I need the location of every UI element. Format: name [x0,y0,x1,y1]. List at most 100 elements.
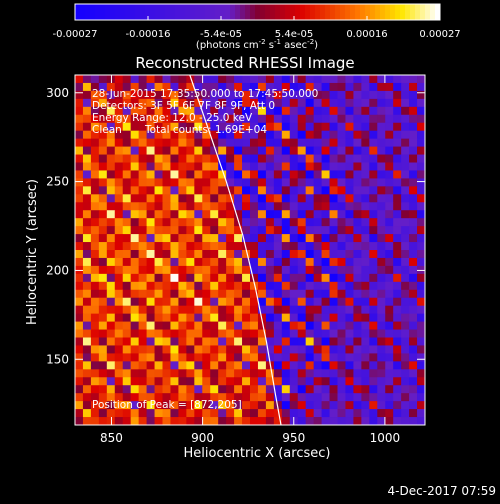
heatmap-cell [417,90,426,100]
heatmap-cell [210,313,219,322]
colorbar-cell [330,4,336,20]
heatmap-cell [75,75,84,84]
heatmap-cell [250,170,259,179]
heatmap-cell [202,242,211,251]
heatmap-cell [409,162,418,171]
heatmap-cell [409,90,418,100]
heatmap-cell [369,186,378,195]
heatmap-cell [218,345,227,354]
heatmap-cell [257,106,267,116]
heatmap-cell [146,417,155,426]
heatmap-cell [321,98,330,108]
heatmap-cell [369,297,378,307]
heatmap-cell [401,98,410,108]
heatmap-cell [210,138,219,147]
heatmap-cell [305,226,315,235]
heatmap-cell [178,98,187,108]
heatmap-cell [385,226,394,235]
heatmap-cell [297,353,307,362]
heatmap-cell [345,257,354,267]
heatmap-cell [361,106,370,116]
heatmap-cell [305,106,315,116]
heatmap-cell [194,265,203,275]
heatmap-cell [114,82,124,92]
heatmap-cell [361,218,370,227]
heatmap-cell [210,265,219,275]
heatmap-cell [106,297,116,307]
heatmap-cell [377,106,386,116]
heatmap-cell [226,257,235,267]
heatmap-cell [194,106,203,116]
heatmap-cell [281,297,291,307]
heatmap-cell [393,82,402,92]
heatmap-cell [106,146,116,155]
heatmap-cell [329,154,338,163]
heatmap-cell [337,170,346,179]
heatmap-cell [377,138,386,147]
heatmap-cell [250,146,259,155]
heatmap-cell [265,170,275,179]
heatmap-cell [122,337,132,346]
heatmap-cell [170,202,179,211]
heatmap-cell [154,369,163,378]
colorbar-cell [425,4,431,20]
heatmap-cell [154,226,163,235]
heatmap-cell [242,321,251,330]
heatmap-cell [385,353,394,362]
heatmap-cell [242,313,251,322]
heatmap-cell [321,369,330,378]
heatmap-cell [122,90,132,100]
heatmap-cell [210,409,219,418]
heatmap-cell [154,186,163,195]
heatmap-cell [297,226,307,235]
heatmap-cell [250,353,259,362]
heatmap-cell [234,170,243,179]
heatmap-cell [194,170,203,179]
heatmap-cell [409,234,418,243]
heatmap-cell [186,409,195,418]
heatmap-cell [377,162,386,171]
heatmap-cell [186,138,195,147]
heatmap-cell [257,401,267,410]
heatmap-cell [393,353,402,362]
heatmap-cell [297,82,307,92]
heatmap-cell [369,90,378,100]
heatmap-cell [369,98,378,108]
heatmap-cell [138,329,147,338]
heatmap-cell [353,106,362,116]
colorbar-cell [340,4,346,20]
heatmap-cell [75,305,84,315]
heatmap-cell [202,353,211,362]
heatmap-cell [75,417,84,426]
heatmap-cell [409,401,418,410]
heatmap-cell [393,226,402,235]
heatmap-cell [281,353,291,362]
heatmap-cell [226,281,235,291]
solar-limb-line [189,74,282,426]
heatmap-cell [250,234,259,243]
heatmap-cell [218,250,227,259]
heatmap-cell [313,393,322,402]
heatmap-cell [194,385,203,394]
colorbar-cell [195,4,201,20]
heatmap-cell [234,202,243,211]
heatmap-cell [361,329,370,338]
colorbar-cell [285,4,291,20]
heatmap-cell [289,369,299,378]
heatmap-cell [90,273,100,283]
heatmap-cell [361,321,370,330]
heatmap-cell [273,170,283,179]
chart-title: Reconstructed RHESSI Image [135,54,354,72]
heatmap-cell [138,106,147,116]
heatmap-cell [194,82,203,92]
heatmap-cell [289,329,299,338]
heatmap-cell [369,289,378,299]
heatmap-cell [162,162,171,171]
heatmap-cell [289,250,299,259]
heatmap-cell [90,122,100,132]
heatmap-cell [297,218,307,227]
heatmap-cell [297,234,307,243]
heatmap-cell [321,154,330,163]
colorbar-cell [405,4,411,20]
heatmap-cell [289,409,299,418]
